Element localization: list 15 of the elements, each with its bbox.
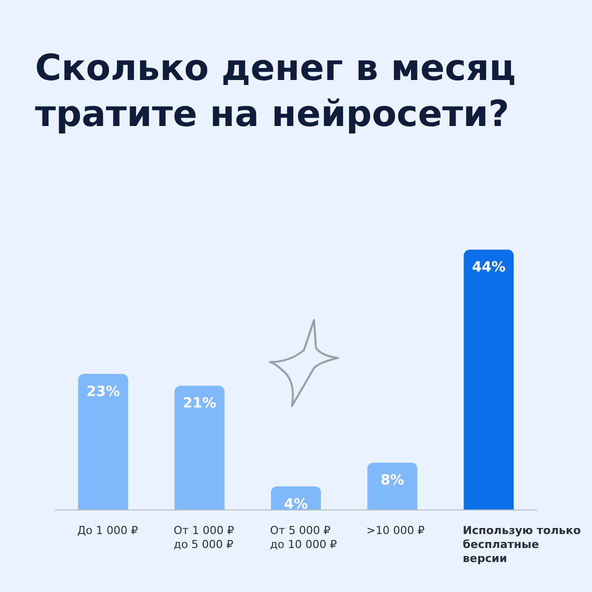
bar	[174, 386, 225, 510]
data-label: 44%	[472, 260, 506, 276]
data-label: 8%	[380, 472, 404, 489]
chart-title: Сколько денег в месяц тратите на нейросети?	[34, 47, 517, 137]
x-tick-label: До 1 000 ₽	[77, 524, 138, 537]
x-tick-label: Использую только бесплатные версии	[462, 524, 582, 565]
data-label: 4%	[284, 496, 308, 512]
bar	[78, 374, 128, 510]
data-label: 21%	[182, 396, 216, 412]
x-tick-label: >10 000 ₽	[366, 524, 425, 537]
data-label: 23%	[86, 384, 120, 400]
bar	[367, 462, 418, 510]
bar	[464, 250, 514, 510]
x-tick-label: От 1 000 ₽ до 5 000 ₽	[174, 524, 234, 551]
x-tick-label: От 5 000 ₽ до 10 000 ₽	[270, 524, 337, 551]
